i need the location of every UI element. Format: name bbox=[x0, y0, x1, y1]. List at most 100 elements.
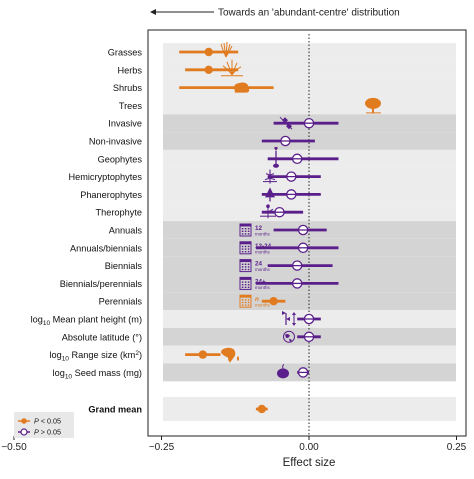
x-axis-label: Effect size bbox=[283, 457, 336, 469]
row-label: Absolute latitude (°) bbox=[62, 332, 142, 342]
calendar-bottom-text: months bbox=[255, 267, 271, 272]
calendar-cell bbox=[245, 264, 247, 265]
direction-arrow-head bbox=[150, 9, 156, 15]
legend-label: P > 0.05 bbox=[34, 428, 61, 437]
calendar-cell bbox=[242, 246, 244, 247]
flower bbox=[266, 204, 270, 208]
x-tick-label: 0.00 bbox=[299, 442, 319, 453]
row-band bbox=[163, 364, 456, 382]
x-tick-label: −0.50 bbox=[1, 442, 27, 453]
calendar-header bbox=[240, 242, 251, 245]
point-estimate bbox=[205, 66, 213, 74]
legend-marker bbox=[21, 429, 27, 435]
point-estimate bbox=[205, 48, 213, 56]
calendar-cell bbox=[242, 302, 244, 303]
calendar-cell bbox=[242, 248, 244, 249]
point-estimate bbox=[199, 350, 207, 358]
calendar-cell bbox=[242, 287, 244, 288]
calendar-cell bbox=[248, 246, 250, 247]
calendar-header bbox=[240, 277, 251, 280]
calendar-cell bbox=[245, 251, 247, 252]
bulb bbox=[273, 164, 279, 168]
calendar-cell bbox=[245, 281, 247, 282]
row-label: log10 Range size (km2) bbox=[49, 350, 142, 363]
row-label: Hemicryptophytes bbox=[68, 172, 142, 182]
calendar-cell bbox=[245, 246, 247, 247]
point-estimate bbox=[269, 297, 277, 305]
calendar-cell bbox=[242, 269, 244, 270]
calendar-cell bbox=[242, 281, 244, 282]
row-label: Therophyte bbox=[96, 208, 142, 218]
calendar-cell bbox=[245, 299, 247, 300]
calendar-bottom-text: months bbox=[255, 285, 271, 290]
tree-crown bbox=[365, 98, 381, 109]
calendar-cell bbox=[245, 248, 247, 249]
calendar-cell bbox=[248, 302, 250, 303]
row-label: Biennials bbox=[105, 261, 143, 271]
calendar-bottom-text: months bbox=[255, 232, 271, 237]
legend: P < 0.05 P > 0.05 bbox=[14, 412, 74, 438]
calendar-cell bbox=[248, 284, 250, 285]
calendar-cell bbox=[245, 287, 247, 288]
row-label: log10 Mean plant height (m) bbox=[31, 315, 142, 328]
point-estimate bbox=[258, 405, 266, 413]
x-tick-label: −0.25 bbox=[149, 442, 175, 453]
row-label: Biennials/perennials bbox=[60, 279, 143, 289]
calendar-cell bbox=[242, 284, 244, 285]
calendar-cell bbox=[242, 264, 244, 265]
calendar-cell bbox=[242, 266, 244, 267]
calendar-bottom-text: months bbox=[255, 249, 271, 254]
calendar-header bbox=[240, 224, 251, 227]
calendar-header bbox=[240, 260, 251, 263]
calendar-cell bbox=[248, 248, 250, 249]
seed-body bbox=[277, 368, 289, 378]
row-label: log10 Seed mass (mg) bbox=[53, 368, 142, 381]
row-label: Perennials bbox=[99, 297, 143, 307]
legend-marker bbox=[21, 418, 27, 424]
calendar-cell bbox=[248, 228, 250, 229]
row-label: Geophytes bbox=[98, 154, 143, 164]
x-tick-label: 0.25 bbox=[447, 442, 467, 453]
legend-label: P < 0.05 bbox=[34, 417, 61, 426]
calendar-cell bbox=[248, 251, 250, 252]
calendar-cell bbox=[248, 233, 250, 234]
calendar-cell bbox=[245, 233, 247, 234]
row-label: Trees bbox=[119, 101, 143, 111]
calendar-cell bbox=[248, 266, 250, 267]
calendar-cell bbox=[242, 231, 244, 232]
row-label: Grand mean bbox=[88, 405, 142, 415]
row-label: Non-invasive bbox=[89, 137, 142, 147]
row-label: Invasive bbox=[108, 119, 142, 129]
direction-header: Towards an 'abundant-centre' distributio… bbox=[150, 8, 400, 19]
calendar-cell bbox=[242, 304, 244, 305]
calendar-cell bbox=[242, 251, 244, 252]
row-label: Grasses bbox=[108, 48, 143, 58]
calendar-cell bbox=[245, 266, 247, 267]
row-label: Annuals bbox=[109, 226, 143, 236]
calendar-cell bbox=[242, 228, 244, 229]
calendar-cell bbox=[248, 287, 250, 288]
calendar-cell bbox=[245, 302, 247, 303]
calendar-cell bbox=[245, 269, 247, 270]
calendar-cell bbox=[248, 299, 250, 300]
calendar-cell bbox=[242, 233, 244, 234]
calendar-cell bbox=[248, 269, 250, 270]
row-label: Annuals/biennials bbox=[70, 243, 142, 253]
calendar-cell bbox=[245, 231, 247, 232]
calendar-cell bbox=[248, 304, 250, 305]
calendar-bottom-text: months bbox=[255, 303, 271, 308]
row-labels: Grasses Herbs Shrubs Trees Invasive Non-invas… bbox=[31, 48, 143, 415]
calendar-cell bbox=[245, 284, 247, 285]
chart-title: Towards an 'abundant-centre' distributio… bbox=[218, 8, 400, 19]
calendar-cell bbox=[245, 228, 247, 229]
row-label: Herbs bbox=[117, 65, 142, 75]
calendar-cell bbox=[248, 264, 250, 265]
calendar-cell bbox=[248, 231, 250, 232]
calendar-cell bbox=[242, 299, 244, 300]
row-label: Phanerophytes bbox=[80, 190, 142, 200]
calendar-cell bbox=[245, 304, 247, 305]
calendar-header bbox=[240, 295, 251, 298]
calendar-cell bbox=[248, 281, 250, 282]
